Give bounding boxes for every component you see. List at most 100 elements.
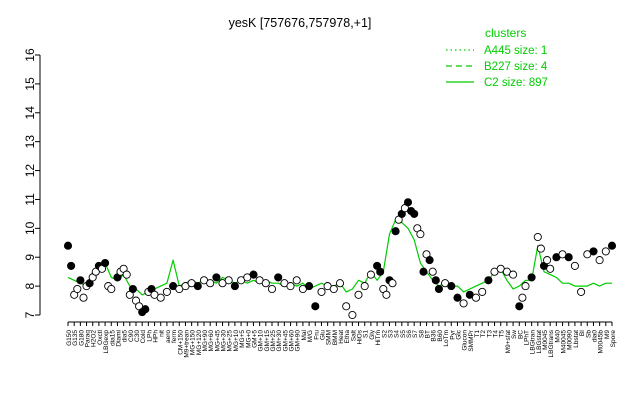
x-tick-label: Glucon (462, 330, 469, 351)
x-tick-label: M40045 (561, 330, 568, 354)
data-point (267, 284, 277, 294)
x-tick-label: M0090 (567, 330, 574, 350)
data-point (388, 279, 397, 288)
x-tick-label: G135 (72, 330, 79, 346)
data-point (261, 279, 270, 288)
data-point (577, 287, 586, 296)
x-tick-label: T3 (486, 330, 493, 338)
y-tick-label: 14 (23, 106, 37, 120)
x-tick-label: Mal (301, 329, 308, 340)
data-point (376, 267, 385, 276)
x-tick-label: Sb (585, 330, 592, 338)
x-axis: G150 G135 G180 Paraq H2O2 Oxctl LBGexp dia15 Dia… (66, 321, 617, 358)
data-point (515, 302, 524, 311)
x-tick-label: Paraq (85, 330, 92, 348)
x-tick-label: Glc (455, 329, 462, 340)
data-point (425, 256, 434, 265)
x-tick-label: MG+0 (245, 330, 252, 348)
data-point (63, 241, 73, 250)
data-point (193, 282, 202, 291)
x-tick-label: HiTm (375, 330, 382, 346)
data-point (329, 284, 338, 294)
data-point (453, 293, 462, 302)
x-tick-label: Glu (319, 330, 326, 341)
x-tick-label: T4 (493, 330, 500, 338)
data-point (230, 282, 239, 291)
data-point (533, 232, 542, 242)
data-point (107, 284, 116, 294)
x-tick-label: LBGtran (530, 330, 537, 355)
data-point (595, 256, 604, 265)
data-point (292, 276, 301, 285)
x-tick-label: M/G (307, 330, 314, 342)
data-point (212, 273, 221, 282)
data-point (434, 284, 443, 294)
x-tick-label: BI (579, 330, 586, 336)
y-tick-label: 9 (23, 254, 37, 261)
x-tick-label: MG+25 (227, 330, 234, 352)
data-point (484, 276, 493, 285)
x-tick-label: MG+150 (190, 330, 197, 355)
legend-title: clusters (485, 26, 526, 40)
legend-label: C2 size: 897 (484, 77, 548, 89)
x-tick-label: Salt (350, 330, 357, 341)
x-tick-label: C90 (128, 330, 135, 342)
legend: clusters A445 size: 1 B227 size: 4 C2 size… (446, 26, 548, 89)
x-tick-label: H2O2 (91, 330, 98, 347)
data-point (360, 282, 369, 291)
legend-label: A445 size: 1 (484, 45, 547, 57)
x-tick-label: GM+30 (276, 330, 283, 352)
x-tick-label: HPh (153, 330, 160, 343)
x-tick-label: M0045 (542, 330, 549, 350)
x-tick-label: GM+10 (258, 330, 265, 352)
x-tick-label: M9+trean (183, 330, 190, 358)
x-tick-label: S4 (394, 330, 401, 338)
data-point (141, 305, 150, 314)
x-tick-label: S2 (381, 330, 388, 338)
x-tick-label: Pyr (449, 329, 456, 340)
x-tick-label: Fru (313, 330, 320, 340)
y-tick-label: 10 (23, 221, 37, 235)
data-point (589, 247, 598, 256)
data-point (509, 270, 518, 279)
data-point (67, 261, 76, 270)
x-tick-label: LPhT (523, 330, 530, 346)
x-tick-label: aero (165, 330, 172, 343)
x-tick-label: S7 (412, 330, 419, 338)
x-tick-label: SMM (326, 330, 333, 345)
data-point (546, 264, 555, 273)
x-tick-label: HiOs (357, 329, 364, 344)
x-tick-label: M9+sfat (505, 330, 512, 353)
x-tick-label: GM+45 (282, 330, 289, 352)
x-tick-label: T5 (499, 330, 506, 338)
x-tick-label: S3 (387, 330, 394, 338)
data-point (311, 302, 320, 311)
data-point (543, 256, 552, 265)
x-tick-label: LBGexp (103, 330, 110, 354)
x-tick-label: B60 (437, 330, 444, 342)
y-tick-label: 8 (23, 282, 37, 289)
x-tick-label: MG+10 (233, 330, 240, 352)
data-point (101, 258, 110, 268)
data-point (564, 253, 573, 262)
y-tick-label: 12 (23, 164, 37, 178)
data-point (518, 293, 527, 302)
legend-label: B227 size: 4 (484, 61, 548, 73)
data-point (348, 310, 357, 320)
data-point (162, 287, 171, 296)
data-point (419, 267, 428, 276)
data-point (76, 276, 85, 285)
data-point (128, 284, 137, 294)
x-tick-label: T2 (480, 330, 487, 338)
data-point (536, 244, 545, 253)
x-tick-label: S8 (418, 330, 425, 338)
data-point (224, 276, 233, 285)
x-tick-label: MG+45 (214, 330, 221, 352)
x-tick-label: GM+5 (251, 330, 258, 348)
data-point (570, 261, 579, 270)
x-tick-label: nit (159, 330, 166, 337)
x-tick-label: S6 (406, 330, 413, 338)
x-tick-label: G180 (78, 330, 85, 346)
y-tick-label: 7 (23, 311, 37, 318)
